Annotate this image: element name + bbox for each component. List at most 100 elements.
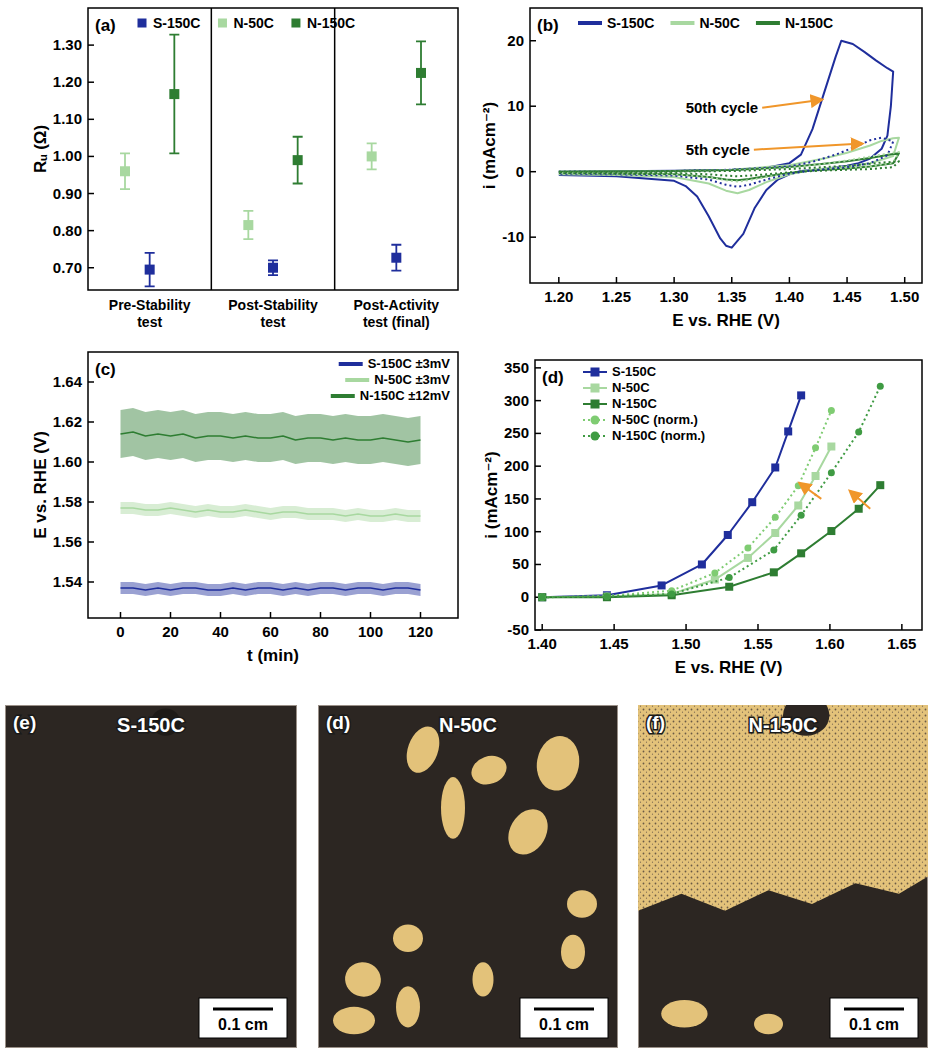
photo	[638, 705, 928, 1048]
x-tick-label: 1.55	[743, 635, 772, 652]
x-tick-label: 1.20	[544, 288, 573, 305]
coating-loss-spot	[393, 925, 423, 952]
data-point	[538, 593, 546, 601]
x-axis-title: t (min)	[247, 646, 299, 665]
x-tick	[170, 612, 172, 618]
y-tick-label: 1.60	[53, 453, 82, 470]
axes: 0.700.800.901.001.101.201.30Rᵤ (Ω)(a)	[31, 8, 458, 290]
data-point	[876, 481, 884, 489]
data-point	[243, 220, 253, 230]
series-line	[559, 161, 899, 176]
photo-ground	[318, 705, 618, 1048]
legend-line	[339, 362, 363, 366]
annotation-arrow	[754, 144, 862, 150]
data-point	[698, 560, 706, 568]
legend: S-150CN-50CN-150C	[578, 15, 833, 31]
x-tick-label: 100	[358, 623, 383, 640]
data-point	[725, 583, 733, 591]
series-line	[559, 138, 893, 187]
data-point	[668, 591, 676, 599]
x-tick	[901, 624, 903, 630]
x-tick-label: 0	[116, 623, 124, 640]
photo-labels: (f)N-150C0.1 cm	[646, 712, 918, 1038]
legend-label: S-150C ±3mV	[368, 356, 451, 371]
legend-marker	[591, 384, 600, 393]
scale-bar-label: 0.1 cm	[218, 1016, 268, 1033]
x-tick	[673, 277, 675, 283]
noise-band	[121, 408, 421, 466]
y-tick-label: 350	[504, 359, 529, 376]
scale-bar-box	[199, 998, 287, 1038]
legend-marker	[591, 432, 600, 441]
data-point	[828, 407, 835, 414]
x-tick	[757, 624, 759, 630]
data-point	[658, 581, 666, 589]
data-point	[770, 547, 777, 554]
coating-loss-spot	[754, 1014, 783, 1035]
y-tick-label: 1.20	[53, 73, 82, 90]
y-tick-label: 300	[504, 392, 529, 409]
x-tick-label: 120	[408, 623, 433, 640]
data-point	[794, 501, 802, 509]
y-axis-title: i (mAcm⁻²)	[480, 102, 499, 189]
y-tick	[88, 119, 94, 121]
legend-label: N-50C	[699, 15, 739, 31]
x-tick	[616, 277, 618, 283]
legend-marker	[291, 19, 300, 28]
photo-ground	[5, 705, 297, 1048]
y-tick-label: 200	[504, 457, 529, 474]
y-tick	[530, 236, 536, 238]
y-tick	[88, 501, 94, 503]
legend-label: N-150C (norm.)	[612, 428, 705, 443]
legend-label: N-50C (norm.)	[612, 412, 698, 427]
series-line	[121, 508, 421, 516]
coating-loss-spot	[396, 986, 420, 1027]
photo	[318, 705, 618, 1048]
scale-bar-box	[830, 998, 918, 1038]
noise-band	[121, 502, 421, 522]
legend-label: S-150C	[607, 15, 654, 31]
photo	[5, 705, 297, 1048]
y-tick	[535, 367, 541, 369]
coating-loss-area	[638, 705, 928, 911]
plot-frame	[88, 352, 458, 618]
scale-bar-label: 0.1 cm	[849, 1016, 899, 1033]
y-tick-label: -10	[502, 228, 524, 245]
legend-line	[345, 378, 369, 382]
figure: 0.700.800.901.001.101.201.30Rᵤ (Ω)(a)Pre…	[0, 0, 933, 1054]
data-point	[268, 263, 278, 273]
plot-frame	[535, 360, 922, 630]
y-tick	[535, 400, 541, 402]
x-tick-label: 80	[312, 623, 329, 640]
series-line	[542, 386, 880, 597]
x-tick	[846, 277, 848, 283]
x-tick-label: 1.65	[887, 635, 916, 652]
photo-title: S-150C	[117, 714, 185, 736]
data-point	[539, 594, 546, 601]
y-tick	[88, 230, 94, 232]
error-bar	[416, 41, 426, 104]
x-tick	[731, 277, 733, 283]
coating-loss-spot	[467, 751, 510, 789]
coating-loss-spot	[661, 1000, 707, 1027]
legend-line	[578, 21, 602, 25]
legend-label: N-50C	[612, 380, 650, 395]
photo-labels: (d)N-50C0.1 cm	[326, 712, 608, 1038]
x-tick-label: 1.50	[671, 635, 700, 652]
photo-title: N-150C	[749, 714, 818, 736]
error-bar	[243, 211, 253, 239]
legend-line	[756, 21, 780, 25]
x-tick	[120, 612, 122, 618]
legend: S-150C ±3mVN-50C ±3mVN-150C ±12mV	[331, 356, 451, 403]
x-tick-label: 1.60	[815, 635, 844, 652]
y-tick	[535, 564, 541, 566]
data-point	[827, 527, 835, 535]
plot-frame	[530, 8, 922, 283]
series-line	[559, 41, 893, 248]
data-point	[367, 151, 377, 161]
legend-label: N-150C	[307, 15, 355, 31]
coating-loss-spot	[533, 733, 584, 794]
legend-label: N-50C	[233, 15, 273, 31]
plot-marks	[538, 383, 884, 602]
axes: -10010201.201.251.301.351.401.451.50E vs…	[480, 8, 922, 330]
